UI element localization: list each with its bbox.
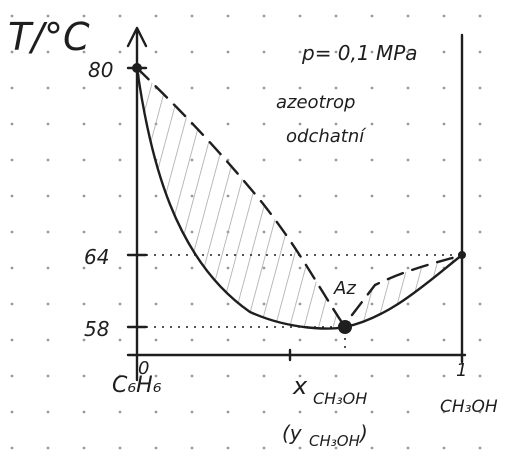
y-axis — [126, 26, 148, 382]
x-label-sub: CH₃OH — [313, 389, 367, 408]
x-label: x — [292, 372, 308, 400]
y-tick-label: 80 — [88, 58, 113, 82]
x-tick-label: 1 — [456, 360, 467, 381]
annotation: azeotrop — [276, 92, 355, 113]
x-tick-label: 0 — [138, 358, 149, 379]
x-label-alt-end: ) — [358, 421, 368, 445]
azeotrope-point — [338, 320, 352, 334]
annotation: odchatní — [286, 126, 367, 147]
component-label: CH₃OH — [440, 397, 498, 417]
point — [132, 63, 142, 73]
vapor-curve — [135, 66, 464, 329]
x-label-alt: (y — [282, 421, 303, 445]
guide-lines — [146, 254, 462, 355]
pressure-note: p= 0,1 MPa — [301, 41, 418, 65]
liquid-curve — [135, 66, 464, 330]
two-phase-region — [137, 68, 462, 329]
component-label: C₆H₆ — [112, 373, 162, 398]
x-label-alt-sub: CH₃OH — [309, 432, 360, 450]
y-tick-label: 64 — [84, 245, 109, 269]
point — [458, 251, 466, 259]
y-label: T/°C — [8, 15, 90, 59]
y-tick-label: 58 — [84, 317, 109, 341]
azeotrope-label: Az — [333, 278, 356, 299]
